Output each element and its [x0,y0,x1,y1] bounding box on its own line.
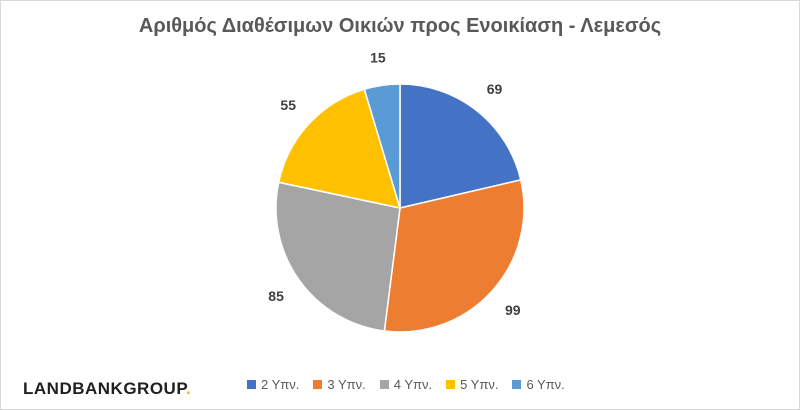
legend: 2 Υπν. 3 Υπν. 4 Υπν. 5 Υπν. 6 Υπν. [247,377,565,392]
legend-item-5: 6 Υπν. [512,377,565,392]
legend-label: 5 Υπν. [460,377,499,392]
pie-slice-3 [275,181,401,332]
legend-swatch [247,380,256,389]
data-label-5: 15 [370,50,386,66]
pie-slice-4 [277,88,402,209]
legend-item-1: 2 Υπν. [247,377,299,392]
legend-item-4: 5 Υπν. [446,377,498,392]
legend-swatch [379,380,389,389]
legend-label: 6 Υπν. [526,377,565,392]
logo-dot: . [185,379,192,398]
pie-slice-1 [399,83,522,209]
landbank-logo: LANDBANKGROUP. [23,379,191,399]
legend-item-2: 3 Υπν. [313,377,366,392]
legend-item-3: 4 Υπν. [379,377,433,392]
pie-slice-2 [383,178,525,333]
legend-label: 3 Υπν. [327,377,366,392]
legend-swatch [313,380,323,389]
data-label-3: 85 [268,288,284,304]
legend-swatch [446,380,456,389]
data-label-2: 99 [505,302,521,318]
legend-label: 4 Υπν. [393,377,433,392]
logo-text: LANDBANKGROUP [23,379,186,398]
data-label-4: 55 [280,97,296,113]
legend-label: 2 Υπν. [261,377,300,392]
pie-slice-5 [363,83,401,209]
legend-swatch [512,380,522,389]
chart-title: Αριθμός Διαθέσιμων Οικιών προς Ενοικίαση… [138,15,662,37]
data-label-1: 69 [487,81,503,97]
